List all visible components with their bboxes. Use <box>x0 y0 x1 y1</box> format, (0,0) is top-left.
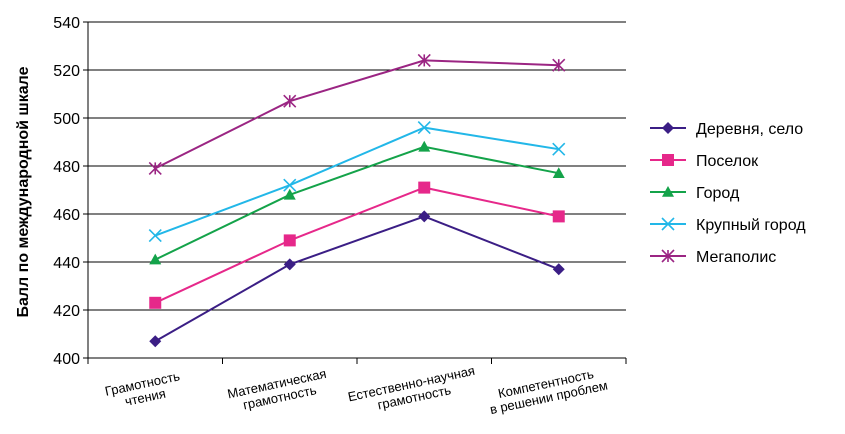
legend-item: Город <box>650 185 740 202</box>
y-axis-ticks: 400 420 440 460 480 500 520 540 <box>53 15 80 368</box>
data-point <box>283 258 296 271</box>
legend-item: Поселок <box>650 153 759 170</box>
legend-label: Город <box>696 185 740 202</box>
legend-label: Деревня, село <box>696 121 803 138</box>
series-line <box>154 186 559 304</box>
data-point <box>149 253 162 265</box>
legend-label: Крупный город <box>696 217 806 234</box>
series-square <box>149 181 565 309</box>
legend-label: Мегаполис <box>696 249 776 266</box>
series-x <box>148 121 566 243</box>
legend-label: Поселок <box>696 153 759 170</box>
data-point <box>552 58 566 72</box>
y-tick-label: 460 <box>53 207 80 224</box>
data-point <box>418 181 431 194</box>
y-tick-label: 540 <box>53 15 80 32</box>
data-point <box>149 335 162 348</box>
series-line <box>154 59 559 170</box>
data-point <box>283 188 296 200</box>
y-tick-label: 420 <box>53 303 80 320</box>
data-point <box>417 121 431 135</box>
data-point <box>149 296 162 309</box>
legend-item: Мегаполис <box>650 249 776 266</box>
data-point <box>662 122 674 134</box>
data-point <box>148 229 162 243</box>
series-line <box>154 215 560 343</box>
data-point <box>418 210 431 223</box>
y-tick-label: 500 <box>53 111 80 128</box>
data-point <box>283 234 296 247</box>
series-diamond <box>149 210 565 348</box>
data-point <box>662 186 674 197</box>
series-line <box>154 126 559 237</box>
data-point <box>661 217 675 231</box>
data-point <box>662 154 674 166</box>
series-triangle <box>149 140 565 265</box>
y-tick-label: 480 <box>53 159 80 176</box>
series-asterisk <box>148 53 566 175</box>
series-lines <box>148 53 566 348</box>
y-axis-label: Балл по международной шкале <box>15 66 32 317</box>
data-point <box>283 178 297 192</box>
data-point <box>418 140 431 152</box>
data-point <box>148 161 162 175</box>
data-point <box>417 53 431 67</box>
data-point <box>552 210 565 223</box>
y-tick-label: 440 <box>53 255 80 272</box>
legend-item: Крупный город <box>650 217 806 234</box>
y-tick-label: 400 <box>53 351 80 368</box>
data-point <box>661 249 675 263</box>
data-point <box>283 94 297 108</box>
y-tick-label: 520 <box>53 63 80 80</box>
legend-item: Деревня, село <box>650 121 803 138</box>
data-point <box>552 263 565 276</box>
legend: Деревня, село Поселок Город Крупный город Ме… <box>650 121 806 266</box>
axes <box>83 21 627 364</box>
data-point <box>552 167 565 178</box>
series-line <box>154 145 559 261</box>
data-point <box>552 142 566 156</box>
